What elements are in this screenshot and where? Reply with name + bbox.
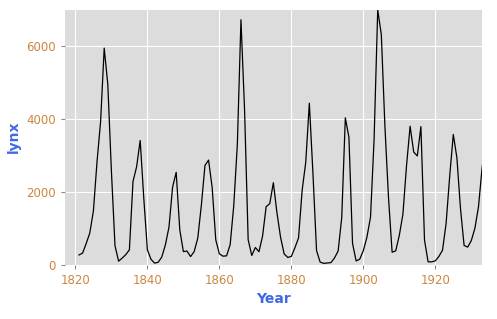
Y-axis label: lynx: lynx: [6, 121, 20, 153]
X-axis label: Year: Year: [256, 292, 291, 306]
